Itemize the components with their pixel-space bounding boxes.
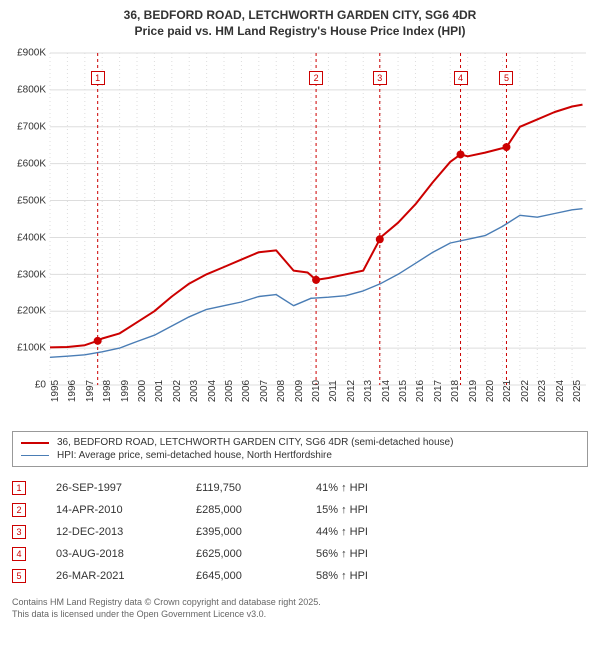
y-tick-label: £300K — [6, 269, 46, 280]
chart-title-block: 36, BEDFORD ROAD, LETCHWORTH GARDEN CITY… — [8, 8, 592, 39]
x-tick-label: 2004 — [207, 380, 218, 402]
y-tick-label: £700K — [6, 121, 46, 132]
y-tick-label: £200K — [6, 306, 46, 317]
x-tick-label: 2025 — [572, 380, 583, 402]
annotation-marker: 5 — [499, 71, 513, 85]
legend-label: 36, BEDFORD ROAD, LETCHWORTH GARDEN CITY… — [57, 437, 453, 448]
transaction-marker: 3 — [12, 525, 26, 539]
transaction-pct: 41% ↑ HPI — [316, 482, 436, 494]
y-tick-label: £500K — [6, 195, 46, 206]
y-tick-label: £400K — [6, 232, 46, 243]
x-tick-label: 2001 — [154, 380, 165, 402]
transaction-price: £645,000 — [196, 570, 316, 582]
x-tick-label: 2016 — [415, 380, 426, 402]
x-tick-label: 1995 — [50, 380, 61, 402]
x-tick-label: 1999 — [120, 380, 131, 402]
annotation-marker: 1 — [91, 71, 105, 85]
legend-swatch — [21, 442, 49, 444]
x-tick-label: 1997 — [85, 380, 96, 402]
transaction-marker: 2 — [12, 503, 26, 517]
x-tick-label: 2007 — [259, 380, 270, 402]
y-tick-label: £600K — [6, 158, 46, 169]
chart-area: £0 £100K £200K £300K £400K £500K £600K £700K £80… — [8, 45, 592, 425]
x-tick-label: 1998 — [102, 380, 113, 402]
transaction-row: 1 26-SEP-1997£119,75041% ↑ HPI — [12, 477, 588, 499]
y-tick-label: £800K — [6, 85, 46, 96]
transaction-price: £285,000 — [196, 504, 316, 516]
x-tick-label: 1996 — [67, 380, 78, 402]
annotation-marker: 3 — [373, 71, 387, 85]
x-tick-label: 2013 — [363, 380, 374, 402]
footer-line1: Contains HM Land Registry data © Crown c… — [12, 597, 588, 609]
footer-text: Contains HM Land Registry data © Crown c… — [12, 597, 588, 620]
chart-title-line2: Price paid vs. HM Land Registry's House … — [8, 24, 592, 40]
transaction-row: 2 14-APR-2010£285,00015% ↑ HPI — [12, 499, 588, 521]
transaction-date: 14-APR-2010 — [56, 504, 196, 516]
y-tick-label: £0 — [6, 380, 46, 391]
x-tick-label: 2009 — [294, 380, 305, 402]
transaction-date: 12-DEC-2013 — [56, 526, 196, 538]
transaction-price: £625,000 — [196, 548, 316, 560]
x-tick-label: 2003 — [189, 380, 200, 402]
legend-swatch — [21, 455, 49, 456]
legend-box: 36, BEDFORD ROAD, LETCHWORTH GARDEN CITY… — [12, 431, 588, 467]
transaction-date: 03-AUG-2018 — [56, 548, 196, 560]
x-tick-label: 2011 — [328, 380, 339, 402]
transaction-pct: 15% ↑ HPI — [316, 504, 436, 516]
transaction-date: 26-SEP-1997 — [56, 482, 196, 494]
x-tick-label: 2012 — [346, 380, 357, 402]
x-tick-label: 2015 — [398, 380, 409, 402]
transaction-row: 5 26-MAR-2021£645,00058% ↑ HPI — [12, 565, 588, 587]
transaction-pct: 44% ↑ HPI — [316, 526, 436, 538]
y-tick-label: £900K — [6, 48, 46, 59]
x-tick-label: 2008 — [276, 380, 287, 402]
transaction-pct: 56% ↑ HPI — [316, 548, 436, 560]
x-tick-label: 2021 — [502, 380, 513, 402]
transactions-table: 1 26-SEP-1997£119,75041% ↑ HPI 2 14-APR-201… — [12, 477, 588, 587]
transaction-marker: 5 — [12, 569, 26, 583]
footer-line2: This data is licensed under the Open Gov… — [12, 609, 588, 621]
x-tick-label: 2000 — [137, 380, 148, 402]
transaction-price: £395,000 — [196, 526, 316, 538]
x-tick-label: 2006 — [241, 380, 252, 402]
x-tick-label: 2017 — [433, 380, 444, 402]
transaction-date: 26-MAR-2021 — [56, 570, 196, 582]
x-tick-label: 2010 — [311, 380, 322, 402]
transaction-row: 4 03-AUG-2018£625,00056% ↑ HPI — [12, 543, 588, 565]
x-tick-label: 2024 — [555, 380, 566, 402]
transaction-row: 3 12-DEC-2013£395,00044% ↑ HPI — [12, 521, 588, 543]
transaction-marker: 4 — [12, 547, 26, 561]
x-tick-label: 2002 — [172, 380, 183, 402]
x-tick-label: 2023 — [537, 380, 548, 402]
x-tick-label: 2019 — [468, 380, 479, 402]
x-tick-label: 2014 — [381, 380, 392, 402]
legend-label: HPI: Average price, semi-detached house,… — [57, 450, 332, 461]
x-tick-label: 2005 — [224, 380, 235, 402]
transaction-marker: 1 — [12, 481, 26, 495]
legend-row: 36, BEDFORD ROAD, LETCHWORTH GARDEN CITY… — [21, 436, 579, 449]
annotation-marker: 4 — [454, 71, 468, 85]
x-tick-label: 2020 — [485, 380, 496, 402]
chart-svg — [8, 45, 592, 425]
transaction-price: £119,750 — [196, 482, 316, 494]
x-tick-label: 2022 — [520, 380, 531, 402]
x-tick-label: 2018 — [450, 380, 461, 402]
chart-title-line1: 36, BEDFORD ROAD, LETCHWORTH GARDEN CITY… — [8, 8, 592, 24]
y-tick-label: £100K — [6, 343, 46, 354]
annotation-marker: 2 — [309, 71, 323, 85]
page-container: 36, BEDFORD ROAD, LETCHWORTH GARDEN CITY… — [0, 0, 600, 629]
transaction-pct: 58% ↑ HPI — [316, 570, 436, 582]
legend-row: HPI: Average price, semi-detached house,… — [21, 449, 579, 462]
